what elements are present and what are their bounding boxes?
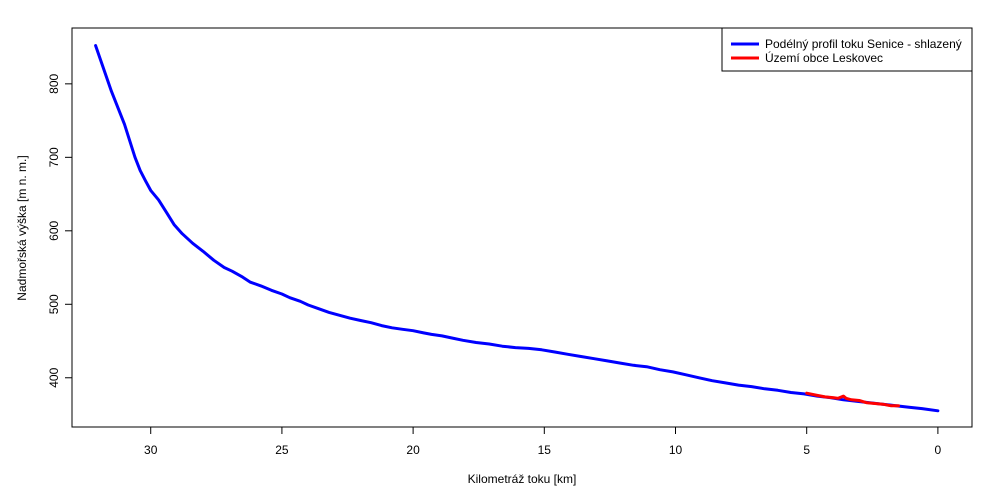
x-tick-label: 30 [144, 443, 158, 457]
x-tick-label: 25 [275, 443, 289, 457]
legend-label-series-1: Podélný profil toku Senice - shlazený [765, 37, 962, 51]
legend-box [721, 27, 973, 72]
y-tick-label: 500 [47, 294, 61, 314]
series-line-2 [805, 391, 900, 408]
x-tick-label: 15 [538, 443, 552, 457]
x-tick-label: 5 [803, 443, 810, 457]
series-layer [94, 44, 940, 413]
series-line-1 [94, 44, 940, 413]
x-tick-label: 20 [406, 443, 420, 457]
legend-label-series-2: Území obce Leskovec [765, 50, 883, 65]
y-tick-label: 800 [47, 74, 61, 94]
y-axis: 400 500 600 700 800 [47, 74, 72, 388]
x-axis-title: Kilometráž toku [km] [468, 472, 577, 486]
y-tick-label: 700 [47, 147, 61, 167]
y-axis-title: Nadmořská výška [m n. m.] [15, 155, 29, 300]
x-tick-label: 10 [669, 443, 683, 457]
x-axis: 30 25 20 15 10 5 0 [144, 427, 942, 457]
y-tick-label: 600 [47, 220, 61, 240]
plot-frame [71, 27, 973, 428]
y-tick-label: 400 [47, 367, 61, 387]
legend: Podélný profil toku Senice - shlazený Úz… [721, 27, 973, 72]
x-tick-label: 0 [935, 443, 942, 457]
